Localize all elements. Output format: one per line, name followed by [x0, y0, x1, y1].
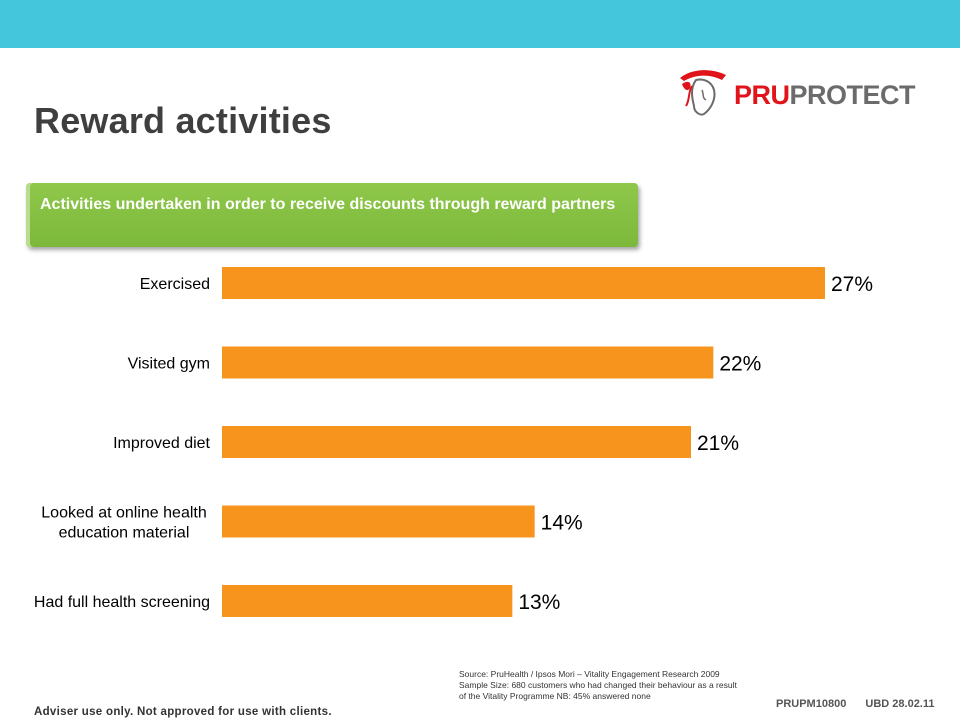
chart-subtitle-banner: Activities undertaken in order to receiv…	[26, 183, 638, 247]
value-label-3: 14%	[541, 512, 583, 535]
value-label-0: 27%	[831, 273, 873, 296]
bar-3	[222, 505, 535, 538]
category-label-4: Had full health screening	[34, 594, 210, 611]
value-label-4: 13%	[518, 591, 560, 614]
category-label-2: Improved diet	[113, 435, 210, 452]
page-title: Reward activities	[34, 100, 332, 141]
category-label-0: Exercised	[140, 276, 210, 293]
footer-disclaimer: Adviser use only. Not approved for use w…	[34, 706, 332, 718]
footer-date: UBD 28.02.11	[865, 698, 935, 710]
top-band	[0, 0, 960, 48]
logo-text-pru: PRU	[734, 80, 790, 110]
source-note: Source: PruHealth / Ipsos Mori – Vitalit…	[459, 669, 819, 702]
footer-meta: PRUPM10800 UBD 28.02.11	[776, 698, 935, 710]
banner-text: Activities undertaken in order to receiv…	[40, 196, 616, 213]
value-label-1: 22%	[719, 353, 761, 376]
bar-2	[222, 426, 691, 458]
footer-code: PRUPM10800	[776, 698, 847, 710]
category-label-1: Visited gym	[128, 356, 210, 373]
category-label-3-line-0: Looked at online health	[41, 505, 206, 522]
logo-head-icon	[680, 70, 726, 116]
logo-text-protect: PROTECT	[789, 80, 916, 110]
source-line-3: of the Vitality Programme NB: 45% answer…	[459, 691, 651, 701]
bar-1	[222, 346, 714, 379]
value-label-2: 21%	[697, 432, 739, 455]
source-line-1: Source: PruHealth / Ipsos Mori – Vitalit…	[459, 669, 720, 679]
source-line-2: Sample Size: 680 customers who had chang…	[459, 680, 737, 690]
bar-4	[222, 585, 513, 617]
pruprotect-logo: PRUPROTECT	[678, 66, 940, 118]
bar-chart: 27% Exercised 22% Visited gym 21% Improved di…	[34, 267, 873, 617]
category-label-3-line-1: education material	[59, 525, 190, 542]
bar-0	[222, 267, 825, 299]
